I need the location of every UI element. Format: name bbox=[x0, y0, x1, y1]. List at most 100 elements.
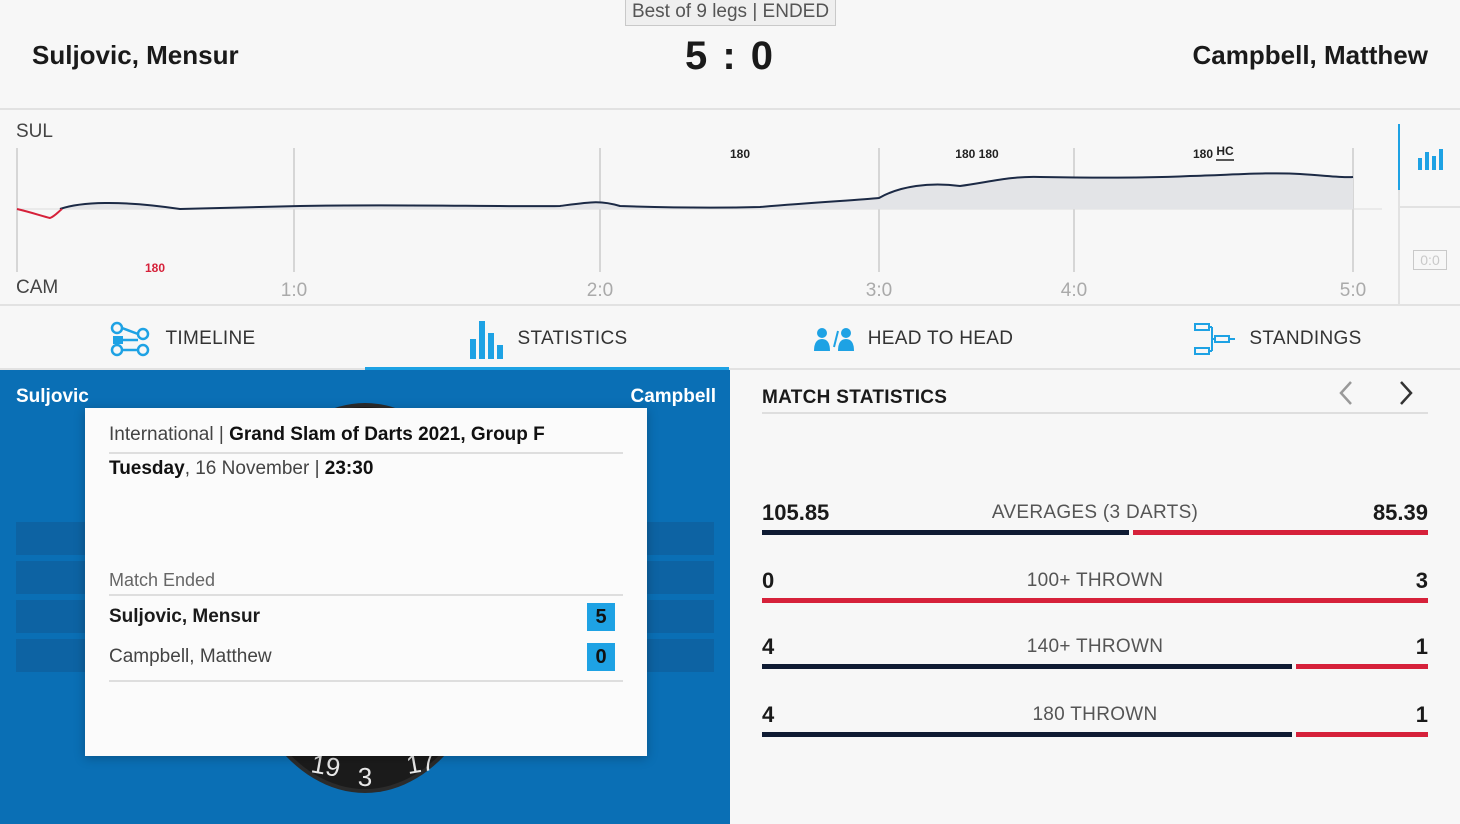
match-info-card: International | Grand Slam of Darts 2021… bbox=[85, 408, 647, 756]
stat-row-shadow bbox=[647, 561, 714, 594]
stat-comparison-bar bbox=[762, 530, 1428, 535]
stat-comparison-bar bbox=[762, 732, 1428, 737]
tab-head-to-head-label: HEAD TO HEAD bbox=[867, 328, 1014, 349]
leg-label: 4:0 bbox=[1061, 280, 1087, 301]
stat-row-shadow bbox=[647, 522, 714, 555]
stat-row-shadow bbox=[16, 600, 85, 633]
marker-hc: HC bbox=[1216, 144, 1234, 158]
leg-label: 5:0 bbox=[1340, 280, 1366, 301]
stat-away-value: 1 bbox=[1415, 702, 1428, 727]
tournament-category: International bbox=[109, 424, 214, 445]
stat-label: 140+ THROWN bbox=[1026, 636, 1164, 657]
stat-away-value: 3 bbox=[1415, 568, 1428, 593]
previous-page-button[interactable] bbox=[1334, 380, 1358, 410]
match-format-badge: Best of 9 legs | ENDED bbox=[625, 0, 836, 26]
stat-away-bar bbox=[1133, 530, 1428, 535]
tournament-line: International | Grand Slam of Darts 2021… bbox=[109, 424, 545, 445]
board-home-name: Suljovic bbox=[16, 386, 89, 407]
stat-home-value: 4 bbox=[762, 702, 775, 727]
stat-row-shadow bbox=[16, 522, 85, 555]
away-momentum-line bbox=[16, 208, 63, 220]
stat-comparison-bar bbox=[762, 664, 1428, 669]
reset-score-badge[interactable]: 0:0 bbox=[1413, 250, 1447, 270]
home-player-name[interactable]: Suljovic, Mensur bbox=[32, 40, 239, 70]
stat-row-averages: 105.85 AVERAGES (3 DARTS) 85.39 bbox=[762, 500, 1428, 540]
card-divider bbox=[109, 452, 623, 454]
stat-comparison-bar bbox=[762, 598, 1428, 603]
marker-180-180: 180 180 bbox=[955, 147, 999, 161]
stat-away-value: 85.39 bbox=[1372, 500, 1428, 525]
stat-home-value: 0 bbox=[762, 568, 775, 593]
tab-timeline[interactable]: TIMELINE bbox=[0, 308, 365, 370]
match-statistics-panel: MATCH STATISTICS 105.85 AVERAGES (3 DART… bbox=[730, 370, 1460, 824]
tab-standings-label: STANDINGS bbox=[1249, 328, 1362, 349]
card-home-score: 5 bbox=[587, 603, 615, 631]
stat-home-value: 4 bbox=[762, 634, 775, 659]
match-statistics-title: MATCH STATISTICS bbox=[762, 387, 948, 408]
chevron-left-icon bbox=[1339, 381, 1352, 405]
standings-icon bbox=[1194, 323, 1236, 355]
match-score: 5 : 0 bbox=[684, 34, 776, 78]
card-home-player: Suljovic, Mensur bbox=[109, 606, 260, 627]
tab-statistics-label: STATISTICS bbox=[517, 328, 628, 349]
stat-row-140-plus: 4 140+ THROWN 1 bbox=[762, 634, 1428, 674]
statistics-icon bbox=[469, 321, 503, 359]
home-abbr-label: SUL bbox=[16, 121, 53, 142]
match-weekday: Tuesday bbox=[109, 458, 185, 479]
stat-row-shadow bbox=[16, 639, 85, 672]
away-abbr-label: CAM bbox=[16, 277, 59, 298]
stat-away-bar bbox=[762, 598, 1428, 603]
timeline-icon bbox=[111, 321, 150, 357]
chevron-right-icon bbox=[1400, 381, 1413, 405]
match-date: , 16 November | bbox=[184, 458, 320, 479]
card-away-player: Campbell, Matthew bbox=[109, 646, 272, 667]
stat-label: 180 THROWN bbox=[1032, 704, 1158, 725]
tab-bar: TIMELINE STATISTICS HEAD TO HEAD bbox=[0, 308, 1460, 372]
leg-label: 2:0 bbox=[587, 280, 613, 301]
card-divider bbox=[109, 680, 623, 682]
stat-home-bar bbox=[762, 732, 1292, 737]
marker-180: 180 bbox=[730, 147, 750, 161]
tournament-name: Grand Slam of Darts 2021, Group F bbox=[229, 424, 545, 445]
bar-chart-view-button[interactable] bbox=[1400, 124, 1460, 208]
momentum-area bbox=[60, 173, 1353, 209]
tab-head-to-head[interactable]: HEAD TO HEAD bbox=[730, 308, 1095, 370]
stat-away-bar bbox=[1296, 664, 1428, 669]
momentum-chart-svg: 180 180 180 180 HC 180 1:0 2:0 3:0 4:0 5… bbox=[16, 144, 1382, 301]
stat-label: 100+ THROWN bbox=[1026, 570, 1164, 591]
next-page-button[interactable] bbox=[1394, 380, 1418, 410]
leg-label: 1:0 bbox=[281, 280, 307, 301]
bar-chart-icon bbox=[1418, 149, 1443, 170]
leg-label: 3:0 bbox=[866, 280, 892, 301]
tab-standings[interactable]: STANDINGS bbox=[1095, 308, 1460, 370]
head-to-head-icon bbox=[813, 328, 854, 351]
tab-timeline-label: TIMELINE bbox=[165, 328, 256, 349]
stat-row-shadow bbox=[647, 600, 714, 633]
away-player-name[interactable]: Campbell, Matthew bbox=[1192, 40, 1428, 70]
momentum-chart: 180 180 180 180 HC 180 1:0 2:0 3:0 4:0 5… bbox=[0, 112, 1460, 306]
stat-row-180: 4 180 THROWN 1 bbox=[762, 702, 1428, 742]
active-view-indicator bbox=[1398, 124, 1400, 190]
chart-view-toggle bbox=[1398, 124, 1460, 306]
stat-row-100-plus: 0 100+ THROWN 3 bbox=[762, 568, 1428, 608]
stat-label: AVERAGES (3 DARTS) bbox=[991, 502, 1199, 523]
home-momentum-line bbox=[59, 172, 1354, 211]
stat-home-bar bbox=[762, 664, 1292, 669]
stat-away-bar bbox=[1296, 732, 1428, 737]
marker-180-hc: 180 bbox=[1193, 147, 1213, 161]
stat-home-value: 105.85 bbox=[762, 500, 830, 525]
board-away-name: Campbell bbox=[630, 386, 716, 407]
away-marker-180: 180 bbox=[145, 261, 165, 275]
stat-home-bar bbox=[762, 530, 1129, 535]
match-header: Best of 9 legs | ENDED Suljovic, Mensur … bbox=[0, 0, 1460, 110]
card-divider bbox=[109, 594, 623, 596]
stat-away-value: 1 bbox=[1415, 634, 1428, 659]
match-datetime: Tuesday, 16 November | 23:30 bbox=[109, 458, 373, 480]
stat-row-shadow bbox=[647, 639, 714, 672]
tab-statistics[interactable]: STATISTICS bbox=[365, 308, 730, 372]
board-number: 3 bbox=[358, 762, 372, 792]
match-status: Match Ended bbox=[109, 570, 216, 590]
card-away-score: 0 bbox=[587, 643, 615, 671]
stat-row-shadow bbox=[16, 561, 85, 594]
title-divider bbox=[762, 412, 1428, 414]
